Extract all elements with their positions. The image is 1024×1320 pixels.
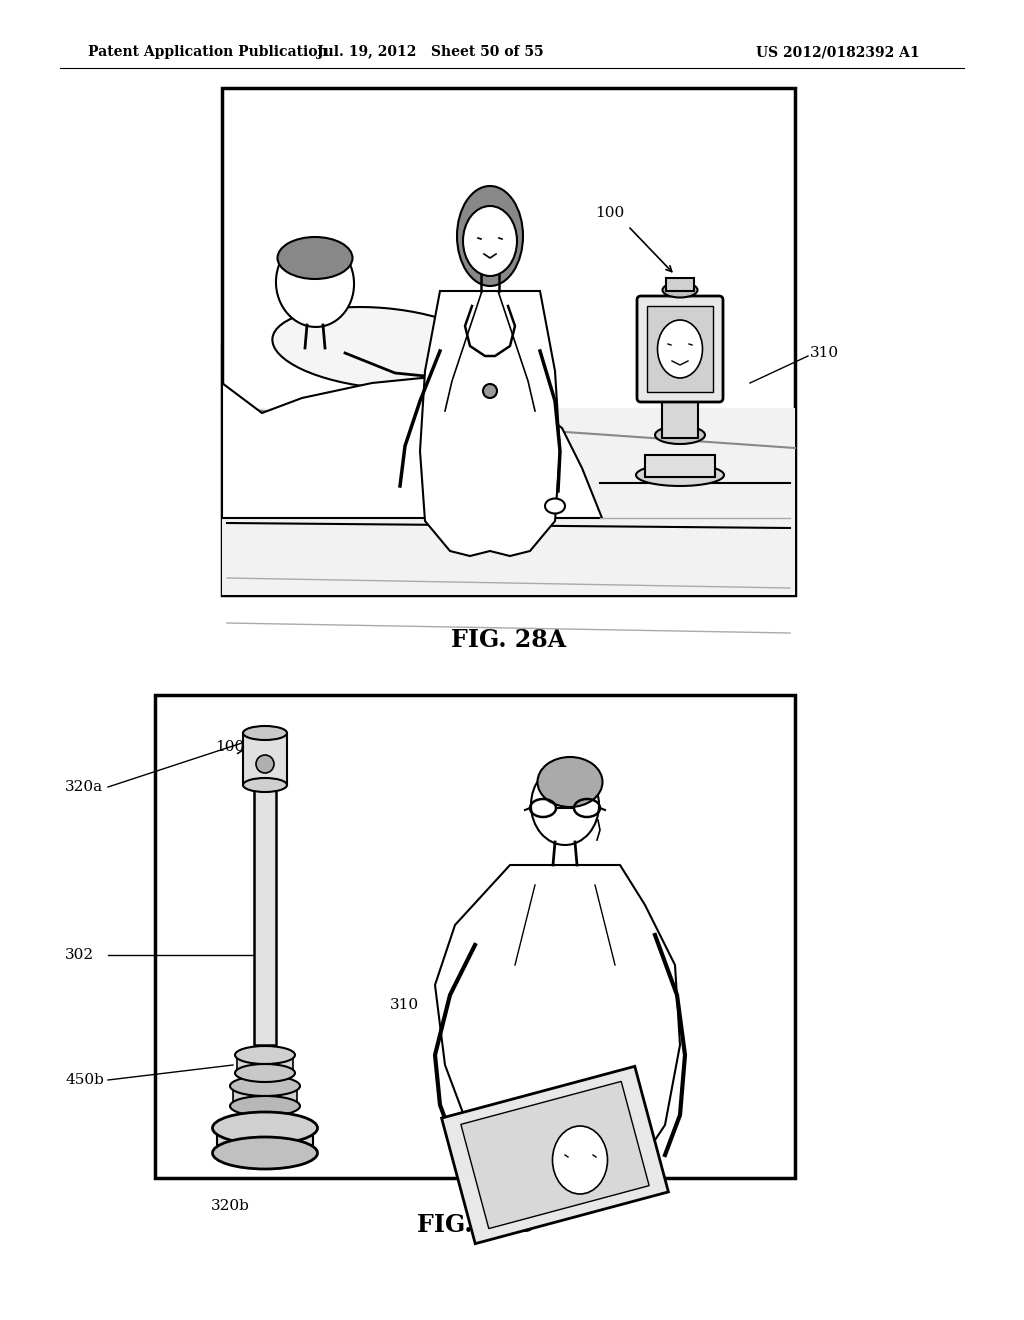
Ellipse shape	[553, 1126, 607, 1195]
Text: 320b: 320b	[211, 1199, 250, 1213]
Polygon shape	[441, 1067, 669, 1243]
Ellipse shape	[213, 1137, 317, 1170]
Ellipse shape	[256, 755, 274, 774]
Text: US 2012/0182392 A1: US 2012/0182392 A1	[757, 45, 920, 59]
Bar	[666, 279, 694, 290]
Bar	[222, 408, 795, 595]
Text: 450b: 450b	[65, 1073, 103, 1086]
Ellipse shape	[545, 499, 565, 513]
Ellipse shape	[457, 186, 523, 286]
Bar	[217, 1129, 313, 1152]
Ellipse shape	[272, 308, 492, 389]
Ellipse shape	[531, 766, 599, 845]
Ellipse shape	[243, 726, 287, 741]
Bar	[662, 399, 698, 438]
Text: FIG. 28A: FIG. 28A	[451, 628, 566, 652]
FancyBboxPatch shape	[637, 296, 723, 403]
Ellipse shape	[278, 238, 352, 279]
Text: 310: 310	[810, 346, 839, 360]
Ellipse shape	[230, 1076, 300, 1096]
Text: 100: 100	[595, 206, 625, 220]
Ellipse shape	[213, 1111, 317, 1144]
Ellipse shape	[655, 426, 705, 444]
Bar	[243, 733, 287, 785]
Bar	[233, 1086, 297, 1106]
Ellipse shape	[243, 777, 287, 792]
Ellipse shape	[234, 1045, 295, 1064]
Text: 302: 302	[65, 948, 94, 962]
Ellipse shape	[234, 1064, 295, 1082]
Ellipse shape	[275, 239, 354, 327]
Bar	[237, 1055, 293, 1073]
Ellipse shape	[663, 282, 697, 297]
Polygon shape	[420, 290, 560, 556]
Bar	[647, 306, 713, 392]
Ellipse shape	[230, 1096, 300, 1115]
Ellipse shape	[538, 756, 602, 807]
Text: 100: 100	[215, 741, 245, 754]
Polygon shape	[461, 1081, 649, 1229]
Text: Jul. 19, 2012   Sheet 50 of 55: Jul. 19, 2012 Sheet 50 of 55	[316, 45, 544, 59]
Bar	[254, 785, 276, 1045]
Ellipse shape	[636, 465, 724, 486]
Polygon shape	[222, 343, 602, 517]
Ellipse shape	[657, 319, 702, 378]
Text: 320a: 320a	[65, 780, 103, 795]
Circle shape	[483, 384, 497, 399]
Bar	[155, 696, 795, 1177]
Text: 310: 310	[390, 998, 419, 1012]
Bar	[222, 88, 795, 595]
Bar	[645, 455, 715, 477]
Text: FIG. 28B: FIG. 28B	[417, 1213, 534, 1237]
Ellipse shape	[463, 206, 517, 276]
Polygon shape	[435, 865, 680, 1205]
Text: Patent Application Publication: Patent Application Publication	[88, 45, 328, 59]
